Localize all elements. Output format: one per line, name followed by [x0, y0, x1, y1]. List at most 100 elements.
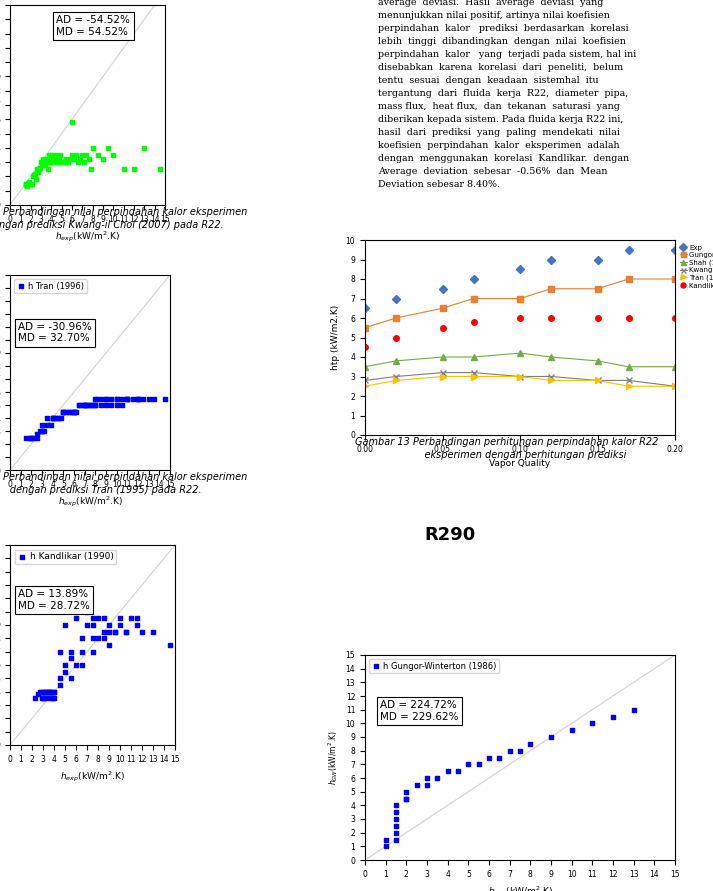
Text: average  deviasi.  Hasil  average  deviasi  yang: average deviasi. Hasil average deviasi y… [378, 0, 603, 7]
Point [77, 398, 88, 413]
Text: dengan  menggunakan  korelasi  Kandlikar.  dengan: dengan menggunakan korelasi Kandlikar. d… [378, 154, 629, 163]
Tran (1995) [391, 375, 400, 386]
Point [20, 430, 31, 445]
Point [49, 411, 61, 425]
Point [504, 743, 515, 757]
Point [514, 743, 525, 757]
Point [41, 152, 53, 167]
Point [111, 391, 123, 405]
Point [79, 398, 91, 413]
Point [34, 424, 46, 438]
Y-axis label: htp (kW/m2.K): htp (kW/m2.K) [331, 305, 340, 370]
Point [87, 141, 98, 155]
Shah (1982) [671, 362, 679, 372]
Point [87, 611, 98, 625]
Point [48, 691, 60, 706]
Point [607, 709, 619, 723]
Point [380, 839, 391, 854]
Point [73, 398, 85, 413]
Point [76, 631, 87, 645]
Shah (1982) [547, 352, 555, 363]
Point [116, 391, 128, 405]
Point [463, 757, 474, 772]
Point [159, 391, 170, 405]
Point [452, 764, 463, 779]
Point [48, 684, 60, 699]
Point [65, 644, 76, 658]
Point [58, 155, 69, 169]
Kandlikar (1990) [671, 313, 679, 323]
Tran (1995) [469, 372, 478, 382]
Kwang Il Choi (2007) [671, 381, 679, 392]
Point [31, 162, 43, 176]
Point [28, 168, 39, 182]
Point [71, 148, 82, 162]
Point [43, 684, 54, 699]
Point [380, 832, 391, 846]
Kandlikar (1990) [469, 316, 478, 327]
Point [421, 778, 433, 792]
Point [31, 430, 42, 445]
Exp [593, 254, 602, 265]
Point [34, 684, 46, 699]
Shah (1982) [515, 347, 524, 358]
Point [36, 424, 48, 438]
Point [39, 155, 50, 169]
Shah (1982) [624, 362, 632, 372]
Point [53, 152, 64, 167]
Point [87, 631, 98, 645]
Gungor-Winterton (1986) [361, 323, 369, 333]
Text: eksperimen dengan perhitungan prediksi: eksperimen dengan perhitungan prediksi [386, 450, 626, 460]
Point [76, 658, 87, 672]
Point [30, 691, 41, 706]
Point [31, 427, 42, 441]
Point [68, 405, 80, 419]
Text: dengan prediksi Tran (1995) pada R22.: dengan prediksi Tran (1995) pada R22. [0, 485, 202, 495]
Point [75, 152, 86, 167]
Text: perpindahan  kalor   yang  terjadi pada sistem, hal ini: perpindahan kalor yang terjadi pada sist… [378, 50, 636, 59]
Point [401, 791, 412, 805]
Point [29, 167, 41, 181]
Text: diberikan kepada sistem. Pada fluida kerja R22 ini,: diberikan kepada sistem. Pada fluida ker… [378, 115, 623, 124]
Text: Average  deviation  sebesar  -0.56%  dan  Mean: Average deviation sebesar -0.56% dan Mea… [378, 167, 607, 176]
Point [59, 658, 71, 672]
Point [154, 162, 165, 176]
Point [66, 148, 78, 162]
Point [32, 687, 43, 701]
Point [390, 812, 401, 826]
Tran (1995) [547, 375, 555, 386]
Point [109, 625, 120, 639]
Point [106, 398, 117, 413]
Exp [547, 254, 555, 265]
Point [120, 625, 131, 639]
Point [81, 148, 92, 162]
Point [68, 152, 80, 167]
Point [114, 617, 125, 632]
Point [41, 684, 52, 699]
Point [58, 405, 69, 419]
Shah (1982) [361, 362, 369, 372]
Point [109, 625, 120, 639]
Point [53, 644, 65, 658]
Point [20, 176, 31, 191]
Text: tentu  sesuai  dengan  keadaan  sistemhal  itu: tentu sesuai dengan keadaan sistemhal it… [378, 76, 598, 85]
Line: Shah (1982): Shah (1982) [362, 350, 678, 370]
Point [53, 671, 65, 685]
Point [84, 398, 96, 413]
Point [98, 631, 109, 645]
Text: hasil  dari  prediksi  yang  paling  mendekati  nilai: hasil dari prediksi yang paling mendekat… [378, 128, 620, 137]
Point [114, 611, 125, 625]
Point [98, 625, 109, 639]
Point [44, 684, 56, 699]
Point [545, 730, 557, 744]
Point [41, 691, 53, 706]
Point [101, 398, 112, 413]
Kwang Il Choi (2007) [361, 375, 369, 386]
Point [43, 684, 54, 699]
Text: AD = 13.89%
MD = 28.72%: AD = 13.89% MD = 28.72% [19, 589, 90, 610]
Point [81, 617, 93, 632]
Point [50, 148, 61, 162]
Point [81, 604, 93, 618]
Point [43, 162, 54, 176]
Gungor-Winterton (1986) [515, 293, 524, 304]
